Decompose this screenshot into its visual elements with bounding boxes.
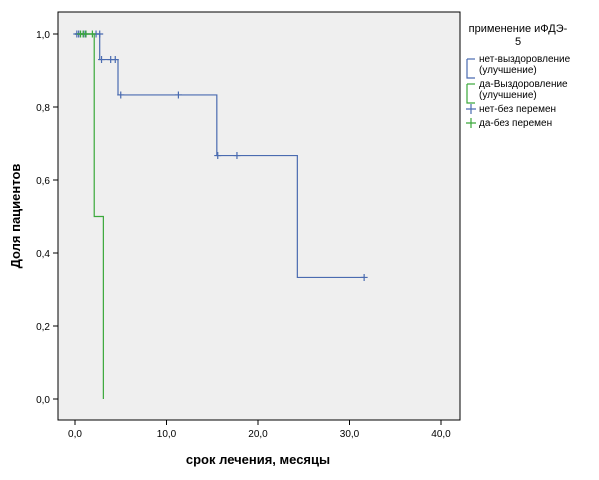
x-tick-label: 10,0 — [157, 429, 177, 440]
x-tick-label: 0,0 — [68, 429, 82, 440]
x-tick-label: 20,0 — [248, 429, 268, 440]
legend-swatch — [466, 118, 476, 128]
y-axis: 0,0 0,2 0,4 0,6 0,8 1,0 — [36, 30, 58, 406]
censor-mark — [174, 91, 182, 99]
censor-mark — [96, 30, 104, 38]
legend-title: применение иФДЭ- — [469, 23, 568, 35]
censor-mark — [360, 273, 368, 281]
legend-swatch — [466, 84, 475, 104]
legend-title: 5 — [515, 36, 521, 48]
x-tick-label: 30,0 — [340, 429, 360, 440]
censor-mark — [88, 30, 96, 38]
x-tick-label: 40,0 — [431, 429, 451, 440]
legend-swatch — [466, 59, 475, 79]
y-tick-label: 1,0 — [36, 30, 50, 41]
legend-label: нет-без перемен — [479, 103, 556, 115]
legend-label: да-без перемен — [479, 117, 552, 129]
x-axis-title: срок лечения, месяцы — [186, 452, 330, 467]
y-tick-label: 0,6 — [36, 176, 50, 187]
censor-mark — [98, 56, 106, 64]
legend: применение иФДЭ-5нет-выздоровление(улучш… — [466, 23, 571, 129]
censor-mark — [214, 152, 222, 160]
survival-curve-0 — [75, 33, 365, 279]
legend-label: (улучшение) — [479, 90, 537, 101]
censor-mark — [117, 91, 125, 99]
y-tick-label: 0,8 — [36, 103, 50, 114]
censor-marks — [73, 30, 368, 281]
censor-mark — [111, 56, 119, 64]
legend-label: нет-выздоровление — [479, 54, 571, 65]
y-tick-label: 0,0 — [36, 395, 50, 406]
censor-mark — [82, 30, 90, 38]
plot-area — [57, 11, 461, 421]
y-axis-title: Доля пациентов — [8, 164, 23, 269]
censor-mark — [233, 152, 241, 160]
y-tick-label: 0,2 — [36, 322, 50, 333]
y-tick-label: 0,4 — [36, 249, 50, 260]
legend-label: (улучшение) — [479, 65, 537, 76]
x-axis: 0,0 10,0 20,0 30,0 40,0 — [68, 420, 451, 440]
legend-label: да-Выздоровление — [479, 79, 568, 90]
legend-swatch — [466, 104, 476, 114]
